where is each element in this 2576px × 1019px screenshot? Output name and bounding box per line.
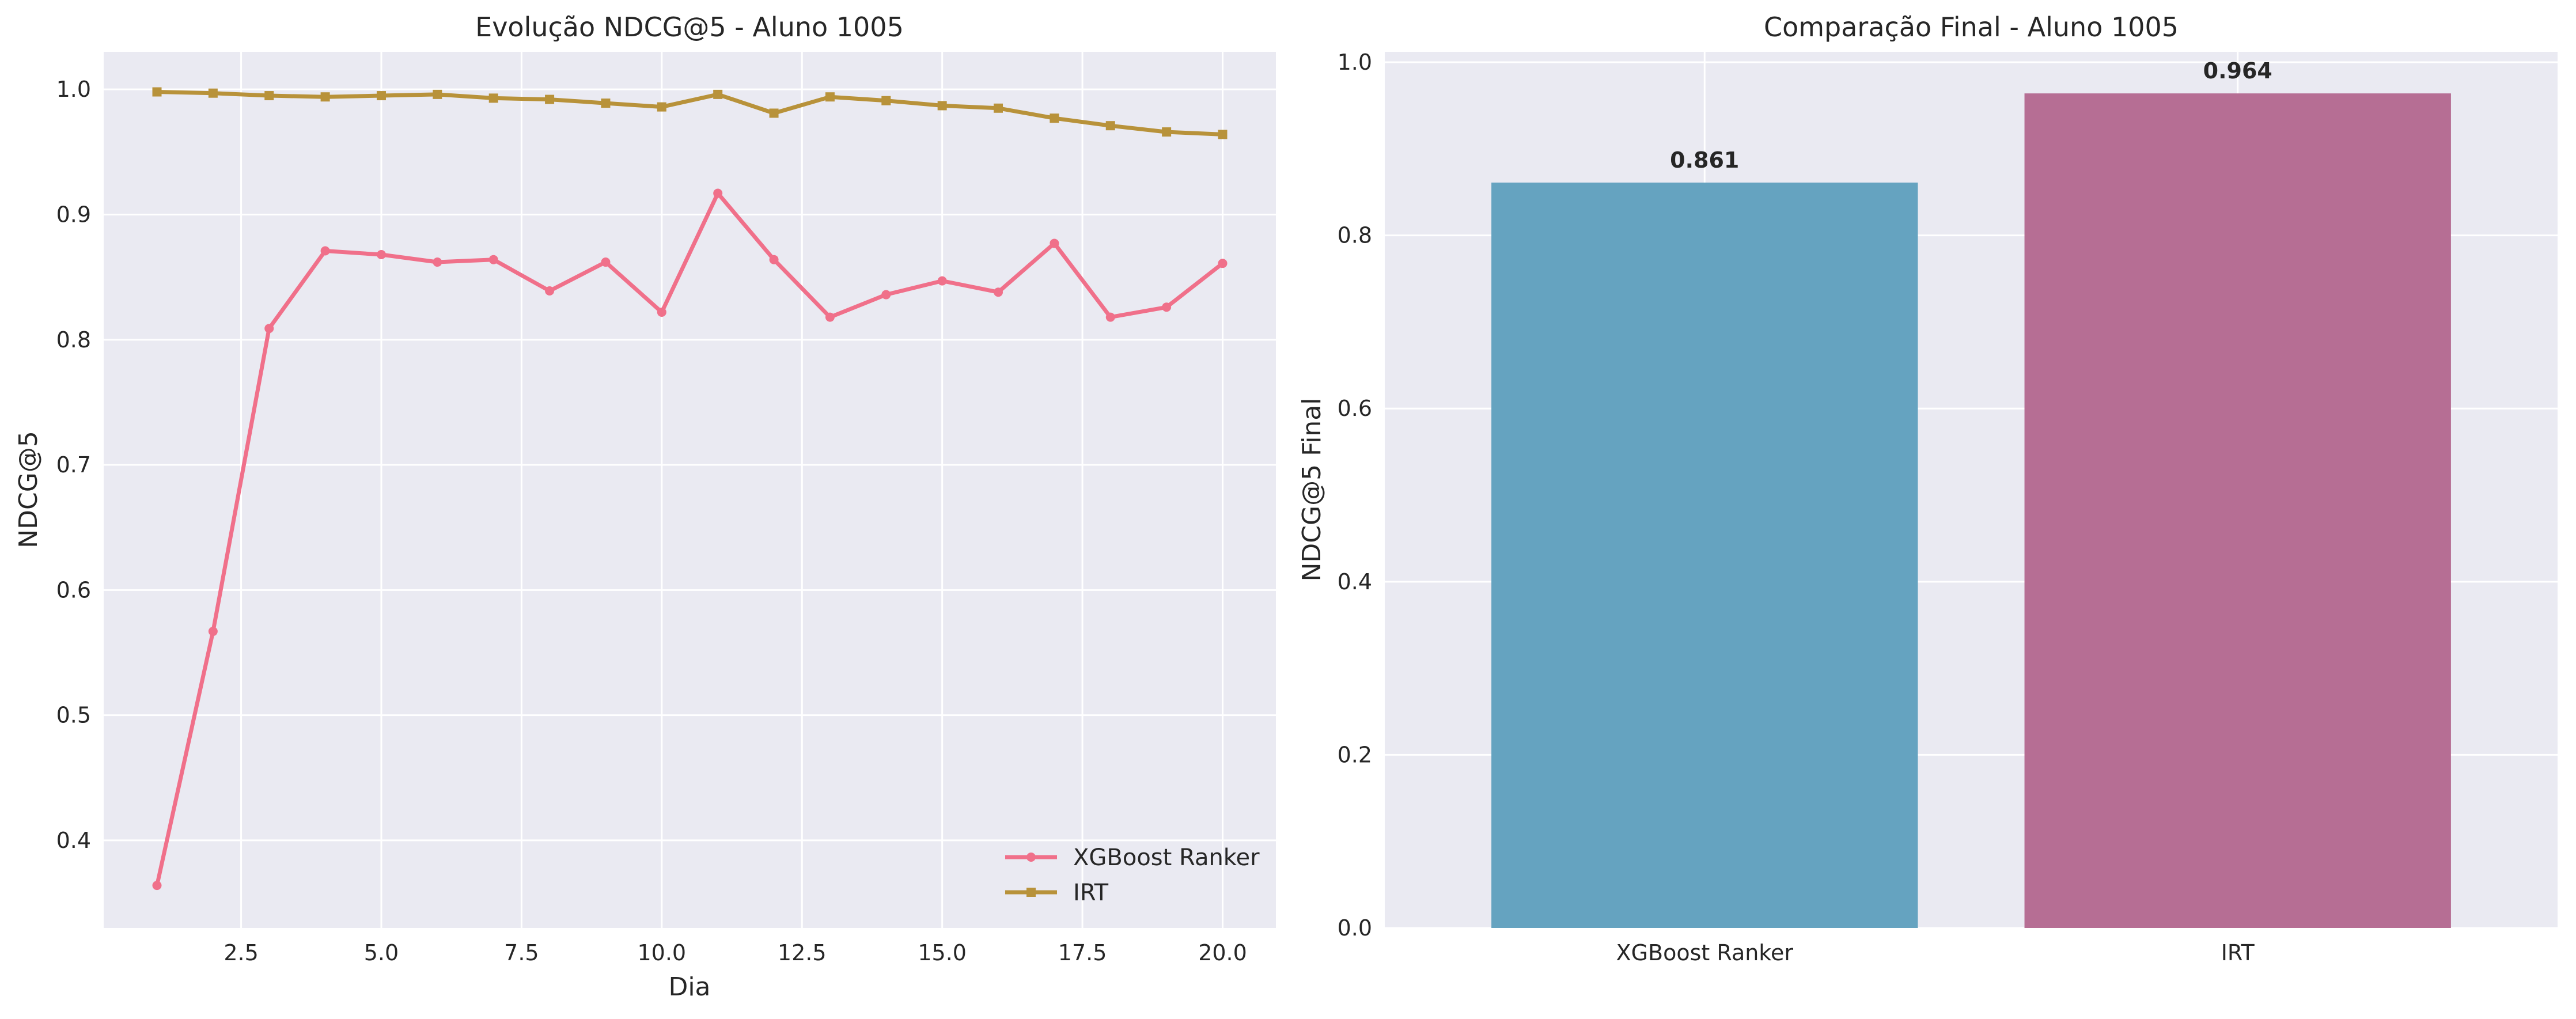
data-point-xgboost-ranker [152, 881, 162, 891]
data-point-irt [825, 92, 835, 102]
bar-chart-bars: 0.861 XGBoost Ranker 0.964 IRT [1491, 58, 2451, 965]
line-chart-y-tick-label: 0.6 [56, 577, 91, 603]
bar-value-label: 0.964 [2203, 58, 2272, 84]
bar-chart-panel: 0.861 XGBoost Ranker 0.964 IRT 0.0 0.2 0.4 0.6… [1297, 12, 2558, 965]
line-chart-y-tick-label: 1.0 [56, 77, 91, 102]
data-point-irt [769, 108, 779, 118]
data-point-irt [881, 96, 891, 105]
line-chart-x-tick-label: 5.0 [364, 940, 399, 965]
data-point-irt [1218, 130, 1228, 139]
line-chart-plot-area [104, 52, 1276, 928]
data-point-xgboost-ranker [1218, 259, 1228, 268]
data-point-xgboost-ranker [881, 290, 891, 300]
line-chart-y-ticks: 0.4 0.5 0.6 0.7 0.8 0.9 1.0 [56, 77, 91, 853]
data-point-irt [376, 91, 386, 101]
bar-chart-y-ticks: 0.0 0.2 0.4 0.6 0.8 1.0 [1338, 50, 1372, 941]
series-line-xgboost-ranker [155, 191, 1225, 888]
data-point-xgboost-ranker [433, 257, 442, 267]
data-point-irt [545, 94, 555, 104]
data-point-xgboost-ranker [1105, 312, 1115, 322]
data-point-irt [994, 103, 1003, 113]
bar-chart-y-tick-label: 1.0 [1338, 50, 1372, 75]
bar-chart-y-tick-label: 0.8 [1338, 223, 1372, 248]
data-point-irt [1050, 113, 1059, 123]
bar-chart-y-tick-label: 0.0 [1338, 915, 1372, 941]
data-point-xgboost-ranker [937, 276, 947, 286]
bar-value-label: 0.861 [1670, 147, 1739, 173]
data-point-irt [152, 87, 162, 97]
bar-chart-y-tick-label: 0.6 [1338, 396, 1372, 421]
line-chart-y-tick-label: 0.8 [56, 327, 91, 353]
data-point-irt [1162, 127, 1172, 137]
data-point-irt [208, 88, 218, 98]
data-point-irt [264, 91, 274, 101]
data-point-irt [488, 93, 498, 103]
line-chart-x-tick-label: 20.0 [1198, 940, 1247, 965]
line-chart-x-tick-label: 10.0 [638, 940, 687, 965]
data-point-xgboost-ranker [1162, 302, 1172, 312]
line-chart-grid [104, 52, 1276, 928]
line-chart-y-tick-label: 0.4 [56, 828, 91, 853]
data-point-xgboost-ranker [208, 627, 218, 637]
bar-chart-title: Comparação Final - Aluno 1005 [1764, 12, 2179, 43]
legend-xgboost-marker [1026, 853, 1036, 862]
data-point-xgboost-ranker [657, 307, 666, 317]
data-point-irt [320, 92, 330, 102]
data-point-xgboost-ranker [713, 188, 723, 198]
line-chart-y-tick-label: 0.5 [56, 703, 91, 728]
legend-irt-label: IRT [1073, 880, 1109, 906]
data-point-xgboost-ranker [769, 255, 779, 264]
bar-chart-y-tick-label: 0.4 [1338, 569, 1372, 594]
line-chart-y-tick-label: 0.9 [56, 202, 91, 227]
line-chart-x-tick-label: 15.0 [918, 940, 967, 965]
data-point-xgboost-ranker [488, 255, 498, 264]
line-chart-x-axis-label: Dia [668, 972, 710, 1002]
data-point-xgboost-ranker [264, 324, 274, 334]
data-point-xgboost-ranker [320, 246, 330, 256]
line-chart-x-ticks: 2.5 5.0 7.5 10.0 12.5 15.0 17.5 20.0 [223, 940, 1247, 965]
line-chart-x-tick-label: 7.5 [504, 940, 539, 965]
line-chart-title: Evolução NDCG@5 - Aluno 1005 [475, 12, 904, 43]
data-point-irt [601, 99, 611, 108]
bar-chart-x-tick-label: IRT [2221, 940, 2255, 965]
series-line-irt [155, 90, 1225, 137]
line-chart-series-group [152, 87, 1228, 891]
data-point-irt [937, 101, 947, 111]
bar-chart-x-tick-label: XGBoost Ranker [1616, 940, 1794, 965]
data-point-irt [1105, 121, 1115, 131]
line-chart-x-tick-label: 2.5 [223, 940, 258, 965]
line-chart-legend: XGBoost Ranker IRT [1005, 844, 1260, 906]
bar-chart-y-axis-label: NDCG@5 Final [1297, 398, 1327, 582]
legend-xgboost-label: XGBoost Ranker [1073, 844, 1260, 871]
data-point-xgboost-ranker [376, 250, 386, 260]
data-point-xgboost-ranker [545, 286, 555, 296]
data-point-irt [433, 89, 442, 99]
data-point-irt [657, 102, 666, 112]
data-point-xgboost-ranker [601, 257, 611, 267]
data-point-xgboost-ranker [1050, 238, 1059, 248]
line-chart-y-tick-label: 0.7 [56, 452, 91, 478]
legend-irt-marker [1026, 888, 1036, 897]
data-point-xgboost-ranker [825, 312, 835, 322]
data-point-xgboost-ranker [994, 287, 1003, 297]
bar-chart-y-tick-label: 0.2 [1338, 742, 1372, 767]
bar-irt [2024, 93, 2451, 928]
line-chart-panel: 2.5 5.0 7.5 10.0 12.5 15.0 17.5 20.0 0.40.50.60… [14, 12, 1276, 1002]
bar-xgboost-ranker [1491, 182, 1918, 928]
data-point-irt [713, 89, 723, 99]
line-chart-x-tick-label: 17.5 [1058, 940, 1107, 965]
line-chart-x-tick-label: 12.5 [778, 940, 827, 965]
line-chart-y-axis-label: NDCG@5 [14, 431, 43, 548]
